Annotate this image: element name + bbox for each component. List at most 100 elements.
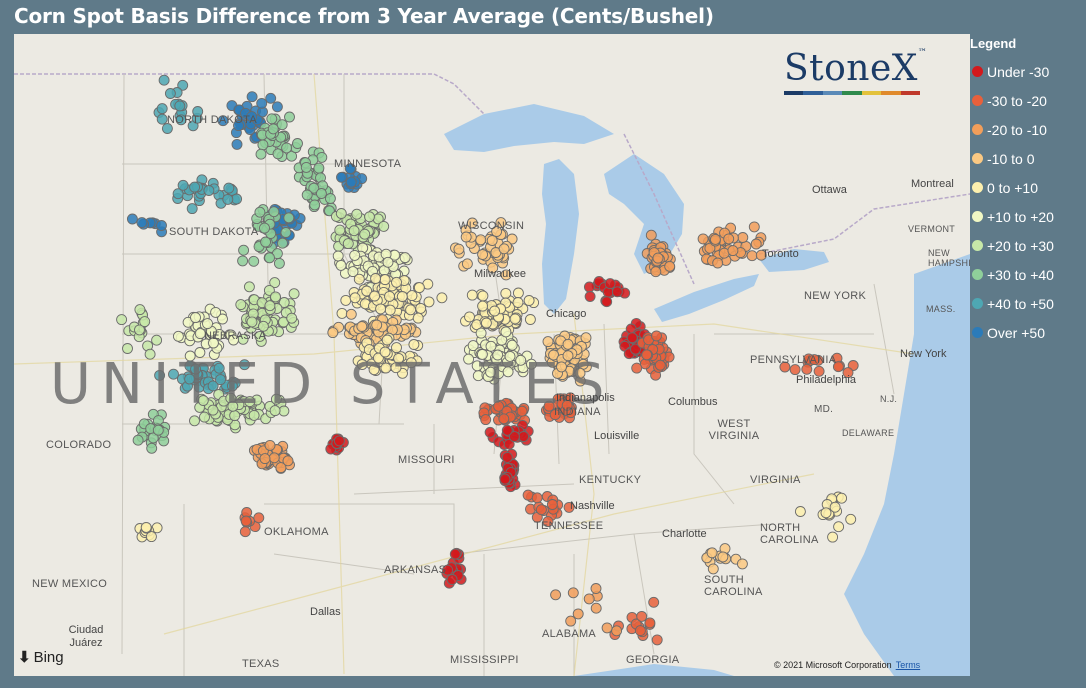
basis-point[interactable] (172, 330, 184, 342)
basis-point[interactable] (255, 148, 267, 160)
basis-point[interactable] (174, 100, 186, 112)
basis-point[interactable] (524, 314, 536, 325)
basis-point[interactable] (485, 366, 497, 378)
basis-point[interactable] (574, 367, 586, 379)
basis-point[interactable] (562, 338, 574, 350)
basis-point[interactable] (273, 257, 285, 269)
basis-point[interactable] (336, 171, 347, 183)
basis-point[interactable] (239, 359, 250, 371)
basis-point[interactable] (184, 373, 196, 385)
basis-point[interactable] (164, 88, 176, 99)
basis-point[interactable] (546, 499, 558, 510)
basis-point[interactable] (516, 405, 528, 417)
basis-point[interactable] (567, 587, 579, 599)
basis-point[interactable] (152, 424, 164, 436)
basis-point[interactable] (280, 227, 292, 238)
basis-point[interactable] (268, 206, 280, 218)
basis-point[interactable] (381, 334, 393, 346)
basis-point[interactable] (723, 233, 735, 245)
basis-point[interactable] (154, 369, 166, 381)
basis-point[interactable] (651, 634, 663, 646)
basis-point[interactable] (248, 409, 260, 421)
basis-point[interactable] (156, 220, 167, 231)
basis-point[interactable] (217, 115, 229, 127)
basis-point[interactable] (399, 252, 411, 264)
basis-point[interactable] (259, 453, 271, 465)
terms-link[interactable]: Terms (895, 660, 921, 670)
basis-point[interactable] (500, 287, 512, 299)
basis-point[interactable] (126, 213, 138, 225)
basis-point[interactable] (504, 350, 516, 362)
basis-point[interactable] (349, 292, 361, 304)
basis-point[interactable] (750, 238, 762, 250)
basis-point[interactable] (509, 313, 521, 325)
basis-point[interactable] (215, 374, 226, 386)
basis-point[interactable] (315, 188, 327, 199)
basis-point[interactable] (563, 501, 575, 513)
basis-point[interactable] (654, 359, 666, 371)
basis-point[interactable] (379, 346, 391, 358)
basis-point[interactable] (309, 199, 321, 211)
basis-point[interactable] (631, 362, 643, 374)
basis-point[interactable] (737, 232, 749, 243)
basis-point[interactable] (611, 286, 623, 298)
basis-point[interactable] (746, 250, 758, 262)
basis-point[interactable] (248, 255, 260, 267)
basis-point[interactable] (222, 193, 234, 205)
basis-point[interactable] (313, 162, 325, 174)
basis-point[interactable] (147, 432, 159, 444)
basis-point[interactable] (508, 431, 520, 443)
basis-point[interactable] (253, 512, 265, 524)
basis-point[interactable] (561, 399, 573, 411)
basis-point[interactable] (332, 250, 344, 262)
basis-point[interactable] (286, 312, 298, 324)
basis-point[interactable] (192, 106, 204, 117)
basis-point[interactable] (489, 305, 501, 317)
basis-point[interactable] (372, 352, 384, 364)
basis-point[interactable] (208, 337, 219, 349)
basis-point[interactable] (353, 273, 365, 285)
basis-point[interactable] (794, 506, 806, 517)
basis-point[interactable] (161, 123, 173, 134)
basis-point[interactable] (264, 439, 276, 451)
basis-point[interactable] (151, 334, 163, 346)
basis-point[interactable] (340, 294, 352, 306)
basis-point[interactable] (562, 350, 574, 362)
basis-point[interactable] (845, 513, 857, 525)
basis-point[interactable] (717, 551, 729, 563)
basis-point[interactable] (276, 119, 288, 131)
basis-point[interactable] (379, 274, 391, 286)
basis-point[interactable] (301, 189, 313, 201)
basis-point[interactable] (779, 361, 791, 373)
basis-point[interactable] (356, 321, 368, 332)
basis-point[interactable] (565, 615, 577, 627)
basis-point[interactable] (485, 340, 497, 352)
basis-point[interactable] (246, 91, 258, 103)
basis-point[interactable] (626, 332, 638, 344)
basis-point[interactable] (645, 229, 657, 241)
basis-point[interactable] (231, 138, 243, 150)
basis-point[interactable] (257, 139, 269, 151)
basis-point[interactable] (207, 380, 219, 392)
basis-point[interactable] (278, 297, 290, 308)
basis-point[interactable] (361, 285, 373, 297)
basis-point[interactable] (502, 366, 514, 378)
basis-point[interactable] (259, 222, 270, 234)
basis-point[interactable] (584, 291, 596, 302)
basis-point[interactable] (277, 237, 288, 249)
basis-point[interactable] (471, 360, 483, 372)
basis-point[interactable] (492, 349, 504, 361)
basis-point[interactable] (466, 289, 478, 301)
basis-point[interactable] (556, 361, 567, 373)
basis-point[interactable] (442, 564, 454, 576)
basis-point[interactable] (636, 610, 648, 622)
basis-point[interactable] (423, 296, 435, 308)
basis-point[interactable] (345, 176, 357, 188)
basis-point[interactable] (477, 290, 489, 302)
basis-point[interactable] (449, 548, 461, 560)
basis-point[interactable] (203, 185, 215, 196)
basis-point[interactable] (333, 435, 345, 447)
basis-point[interactable] (351, 208, 363, 220)
basis-point[interactable] (652, 252, 664, 264)
basis-point[interactable] (283, 212, 295, 224)
